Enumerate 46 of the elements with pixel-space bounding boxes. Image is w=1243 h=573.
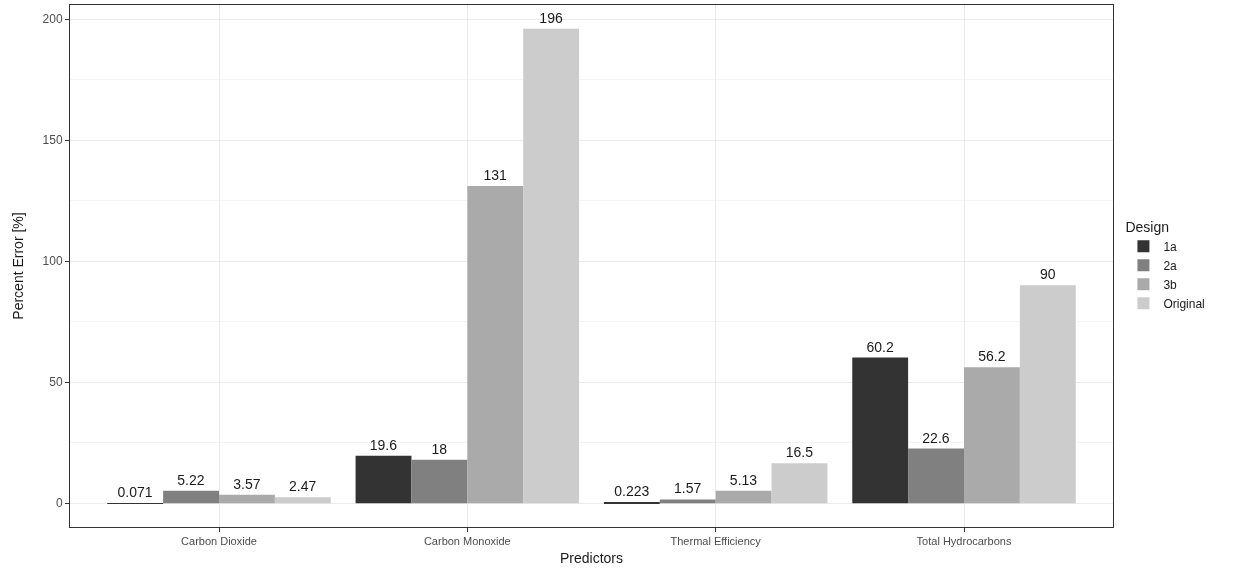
bar [852,357,909,504]
data-label: 1.57 [674,480,702,497]
data-label: 18 [431,440,448,457]
bar [659,499,716,504]
x-tick-label: Carbon Monoxide [423,535,511,548]
x-tick-label: Total Hydrocarbons [916,535,1012,548]
legend-label: 3b [1163,277,1178,292]
y-tick-label: 100 [42,254,63,269]
legend-label: 2a [1163,258,1178,273]
y-tick-label: 50 [49,375,63,390]
y-tick-label: 0 [55,496,63,511]
x-tick-label: Thermal Efficiency [670,535,762,548]
bar [467,186,524,504]
bar [163,490,219,504]
data-label: 16.5 [785,444,814,461]
data-label: 60.2 [866,338,894,355]
legend-title: Design [1125,218,1170,235]
legend-label: 1a [1163,239,1178,254]
y-axis-title: Percent Error [%] [10,212,27,320]
bar [355,455,412,504]
data-label: 19.6 [369,436,398,453]
bar [274,497,331,504]
data-label: 5.13 [729,471,758,488]
data-label: 196 [539,9,563,26]
bar [219,494,275,504]
bar [964,367,1020,504]
data-label: 56.2 [978,348,1006,365]
data-label: 5.22 [177,471,205,488]
bar [715,490,772,504]
bar [523,28,580,504]
y-tick-label: 200 [42,12,63,27]
data-label: 0.223 [614,483,650,499]
bar [1019,285,1076,504]
x-tick-label: Carbon Dioxide [181,535,257,548]
bar [411,459,468,504]
data-label: 22.6 [922,429,950,446]
data-label: 90 [1039,266,1056,283]
legend-label: Original [1163,296,1205,311]
bar [908,448,964,504]
data-label: 3.57 [233,475,261,492]
bar [771,463,828,504]
x-axis-title: Predictors [559,549,624,566]
data-label: 0.071 [117,484,153,500]
data-label: 131 [483,167,508,184]
data-label: 2.47 [289,478,317,495]
y-tick-label: 150 [42,133,63,148]
